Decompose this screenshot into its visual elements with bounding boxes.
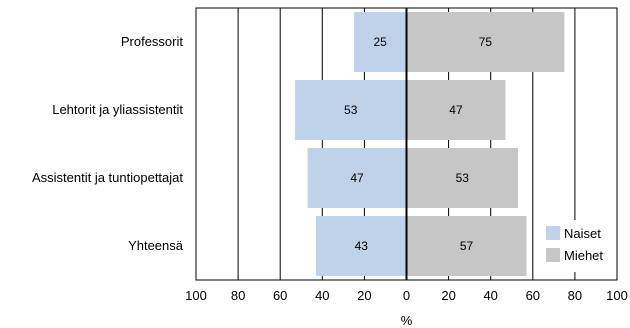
- category-label-assistentit-ja-tuntiopettajat: Assistentit ja tuntiopettajat: [32, 170, 183, 185]
- bars-layer: [294, 12, 565, 276]
- bar-naiset-lehtorit-ja-yliassistentit: [294, 80, 407, 140]
- category-label-yhteensa: Yhteensä: [128, 238, 184, 253]
- bar-miehet-yhteensa: [406, 216, 527, 276]
- bar-miehet-professorit: [406, 12, 565, 72]
- x-tick-label: 100: [606, 288, 628, 303]
- bar-naiset-assistentit-ja-tuntiopettajat: [307, 148, 407, 208]
- data-label-miehet-professorit: 75: [479, 35, 493, 49]
- x-tick-label: 40: [315, 288, 329, 303]
- bar-naiset-yhteensa: [315, 216, 407, 276]
- data-label-naiset-lehtorit-ja-yliassistentit: 53: [344, 103, 358, 117]
- data-label-naiset-assistentit-ja-tuntiopettajat: 47: [350, 171, 364, 185]
- x-tick-label: 60: [273, 288, 287, 303]
- category-labels-layer: Professorit Lehtorit ja yliassistentit Ass…: [32, 34, 184, 253]
- legend-swatch-naiset: [546, 226, 560, 240]
- x-tick-label: 0: [403, 288, 410, 303]
- legend-label-miehet: Miehet: [564, 248, 603, 263]
- plot-frame: [195, 7, 618, 281]
- data-label-miehet-yhteensa: 57: [460, 239, 474, 253]
- x-tick-label: 80: [231, 288, 245, 303]
- legend-swatch-miehet: [546, 248, 560, 262]
- category-label-lehtorit-ja-yliassistentit: Lehtorit ja yliassistentit: [52, 102, 183, 117]
- data-labels-layer: 25 75 53 47 47 53 43 57: [344, 8, 492, 280]
- x-tick-label: 20: [441, 288, 455, 303]
- x-tick-label: 100: [185, 288, 207, 303]
- bar-miehet-assistentit-ja-tuntiopettajat: [406, 148, 519, 208]
- x-tick-label: 80: [568, 288, 582, 303]
- data-label-naiset-yhteensa: 43: [355, 239, 369, 253]
- x-tick-label: 40: [483, 288, 497, 303]
- data-label-naiset-professorit: 25: [374, 35, 388, 49]
- bar-miehet-lehtorit-ja-yliassistentit: [406, 80, 506, 140]
- x-axis-title: %: [401, 313, 413, 328]
- category-label-professorit: Professorit: [121, 34, 184, 49]
- x-tick-label: 20: [357, 288, 371, 303]
- tick-labels-layer: 100 80 60 40 20 0 20 40 60 80 100: [185, 288, 628, 303]
- data-label-miehet-assistentit-ja-tuntiopettajat: 53: [456, 171, 470, 185]
- legend: Naiset Miehet: [540, 220, 616, 272]
- x-tick-label: 60: [526, 288, 540, 303]
- legend-label-naiset: Naiset: [564, 226, 601, 241]
- data-label-miehet-lehtorit-ja-yliassistentit: 47: [449, 103, 463, 117]
- bar-naiset-professorit: [353, 12, 407, 72]
